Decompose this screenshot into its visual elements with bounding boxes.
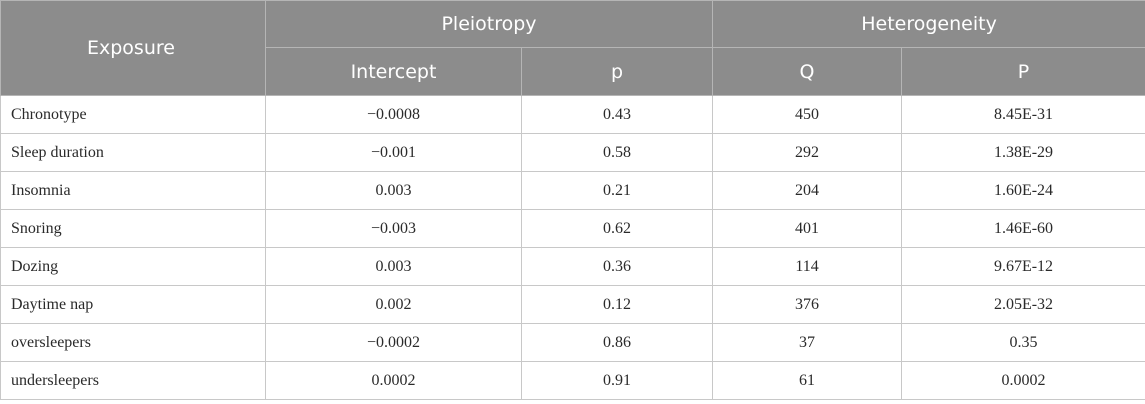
cell-q: 204 [712,171,903,210]
table-row: Daytime nap 0.002 0.12 376 2.05E-32 [0,285,1145,324]
cell-intercept: 0.003 [265,171,522,210]
cell-q: 450 [712,95,903,134]
cell-exposure: Sleep duration [0,133,266,172]
cell-exposure: Daytime nap [0,285,266,324]
cell-P: 1.38E-29 [901,133,1145,172]
cell-intercept: −0.0002 [265,323,522,362]
header-pleiotropy: Pleiotropy [264,0,714,48]
header-exposure: Exposure [0,0,266,96]
cell-q: 401 [712,209,903,248]
cell-exposure: Insomnia [0,171,266,210]
cell-P: 0.0002 [901,361,1145,400]
cell-intercept: −0.003 [265,209,522,248]
cell-intercept: 0.003 [265,247,522,286]
cell-P: 2.05E-32 [901,285,1145,324]
cell-exposure: Snoring [0,209,266,248]
cell-P: 1.60E-24 [901,171,1145,210]
table-row: oversleepers −0.0002 0.86 37 0.35 [0,323,1145,362]
header-intercept: Intercept [265,47,522,96]
cell-p: 0.21 [520,171,714,210]
cell-q: 114 [712,247,903,286]
table-row: Insomnia 0.003 0.21 204 1.60E-24 [0,171,1145,210]
header-q: Q [712,47,903,96]
table-row: Snoring −0.003 0.62 401 1.46E-60 [0,209,1145,248]
cell-exposure: oversleepers [0,323,266,362]
header-p-upper: P [901,47,1145,96]
header-p-lower: p [520,47,714,96]
cell-p: 0.62 [520,209,714,248]
table-row: Dozing 0.003 0.36 114 9.67E-12 [0,247,1145,286]
cell-P: 8.45E-31 [901,95,1145,134]
cell-p: 0.86 [520,323,714,362]
cell-P: 0.35 [901,323,1145,362]
cell-p: 0.43 [520,95,714,134]
cell-p: 0.91 [520,361,714,400]
cell-q: 61 [712,361,903,400]
cell-q: 376 [712,285,903,324]
cell-intercept: 0.002 [265,285,522,324]
header-heterogeneity: Heterogeneity [712,0,1145,48]
cell-intercept: −0.0008 [265,95,522,134]
cell-intercept: −0.001 [265,133,522,172]
cell-exposure: Chronotype [0,95,266,134]
table-row: Sleep duration −0.001 0.58 292 1.38E-29 [0,133,1145,172]
cell-P: 1.46E-60 [901,209,1145,248]
table-header: Exposure Pleiotropy Heterogeneity Interc… [0,0,1145,96]
cell-exposure: undersleepers [0,361,266,400]
cell-q: 292 [712,133,903,172]
cell-p: 0.58 [520,133,714,172]
table-row: undersleepers 0.0002 0.91 61 0.0002 [0,361,1145,400]
cell-p: 0.36 [520,247,714,286]
cell-P: 9.67E-12 [901,247,1145,286]
cell-exposure: Dozing [0,247,266,286]
cell-p: 0.12 [520,285,714,324]
table-body: Chronotype −0.0008 0.43 450 8.45E-31 Sle… [0,95,1145,400]
cell-q: 37 [712,323,903,362]
table-row: Chronotype −0.0008 0.43 450 8.45E-31 [0,95,1145,134]
cell-intercept: 0.0002 [265,361,522,400]
